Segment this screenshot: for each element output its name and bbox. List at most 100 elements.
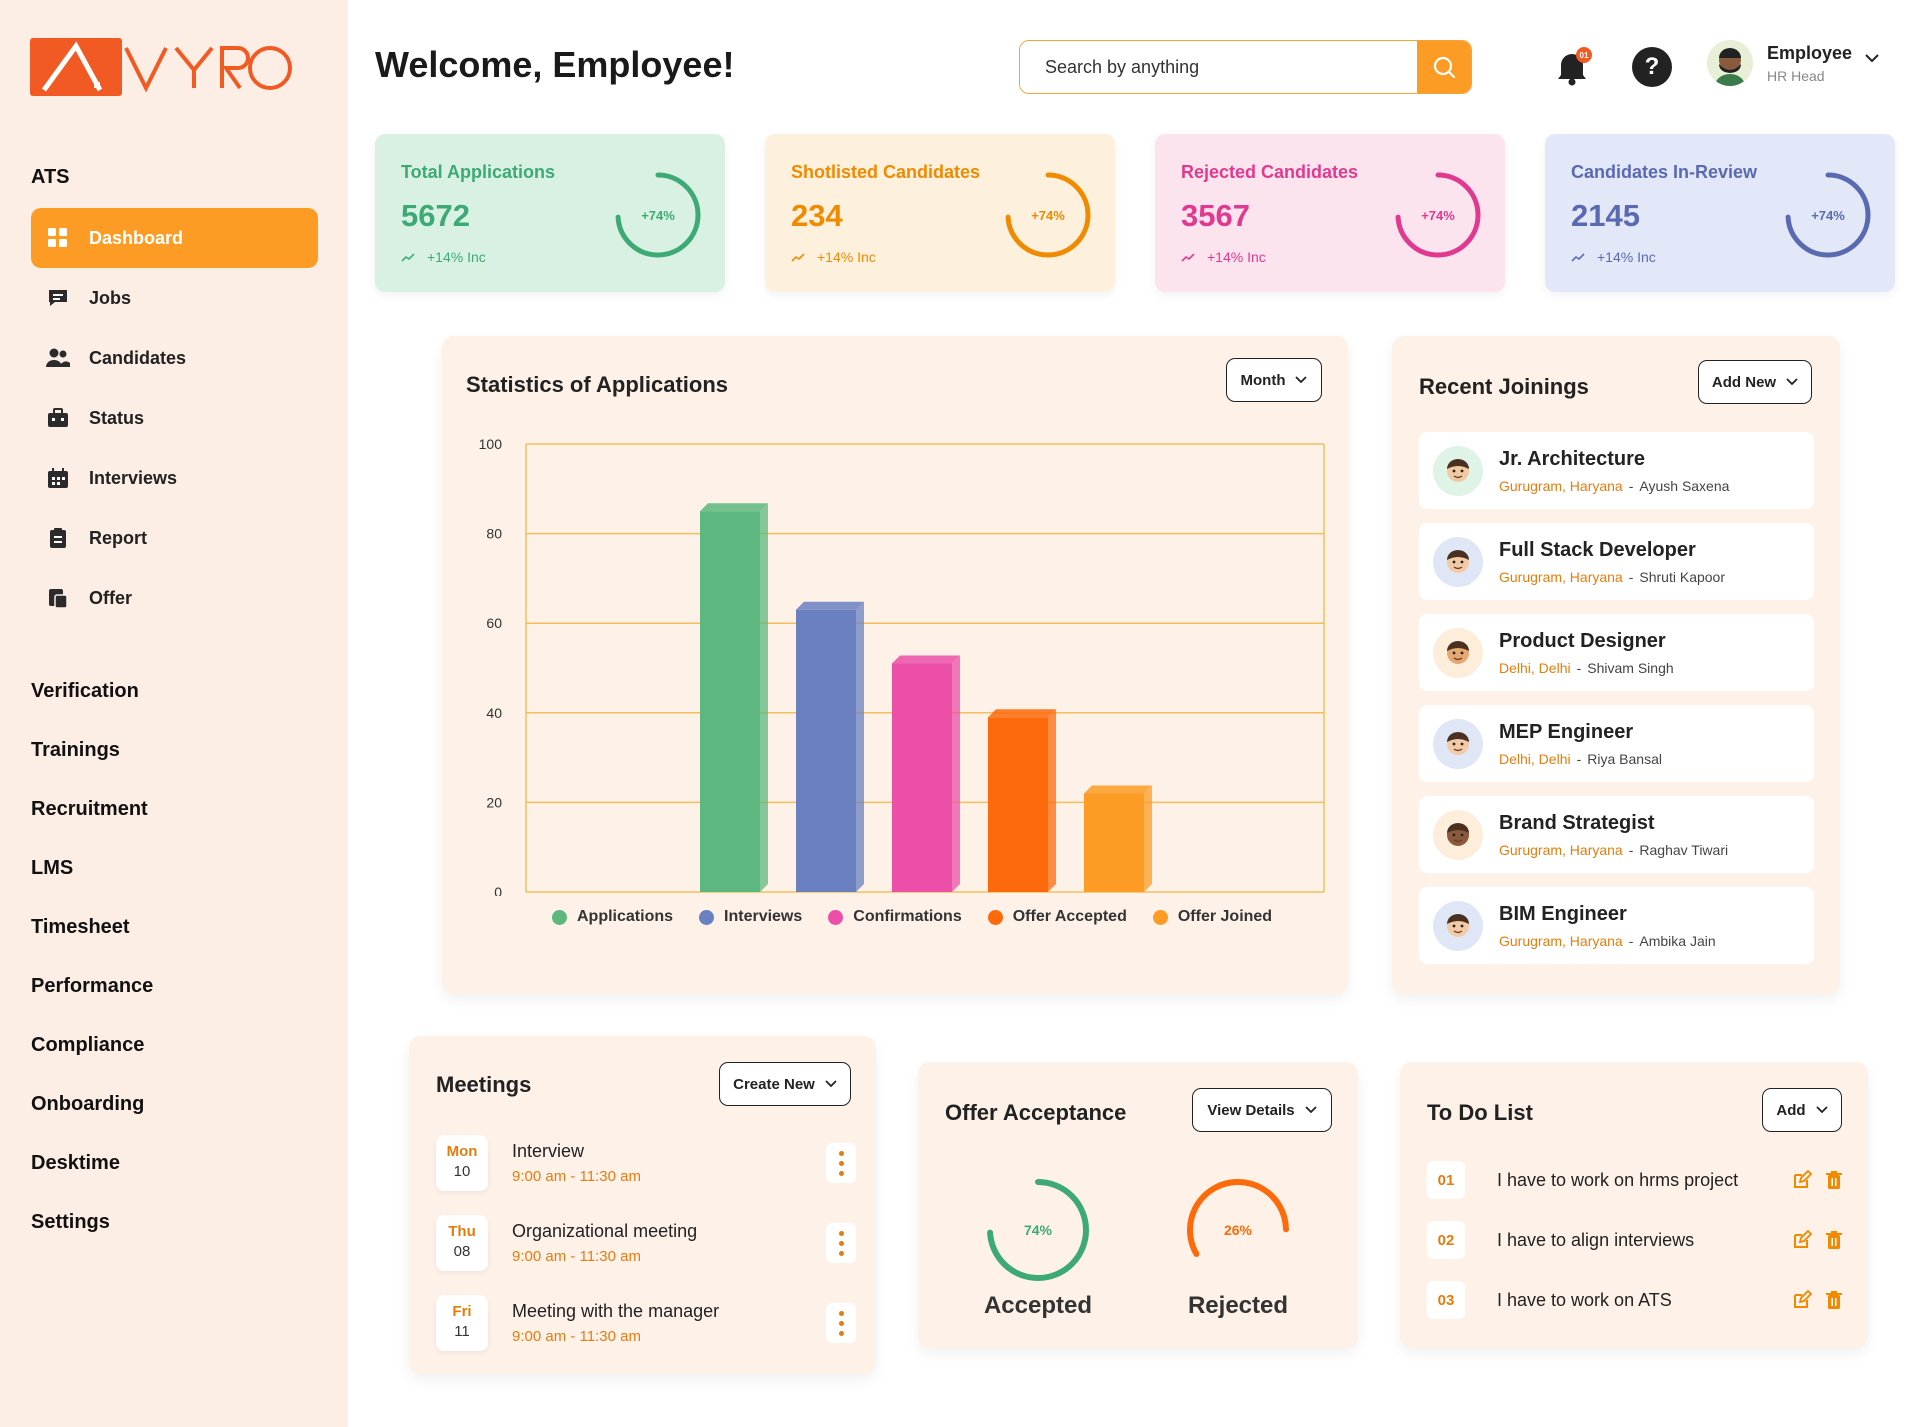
joining-item[interactable]: BIM Engineer Gurugram, Haryana - Ambika Jai… — [1419, 887, 1814, 964]
add-new-button[interactable]: Add New — [1698, 360, 1812, 404]
joining-item[interactable]: Brand Strategist Gurugram, Haryana - Raghav… — [1419, 796, 1814, 873]
accepted-ring — [987, 1179, 1089, 1281]
search-button[interactable] — [1417, 41, 1471, 93]
search-bar — [1019, 40, 1472, 94]
trash-icon[interactable] — [1821, 1227, 1847, 1253]
nav-trainings[interactable]: Trainings — [31, 739, 120, 761]
meeting-item[interactable]: Thu 08 Organizational meeting 9:00 am - 11:… — [436, 1212, 856, 1274]
offer-acceptance-card: Offer Acceptance View Details 74% 26% Acc… — [918, 1062, 1358, 1348]
trash-icon[interactable] — [1821, 1287, 1847, 1313]
nav-settings[interactable]: Settings — [31, 1211, 110, 1233]
month-filter-button[interactable]: Month — [1226, 358, 1322, 402]
sidebar-item-report[interactable]: Report — [31, 508, 318, 568]
legend-label: Offer Accepted — [1012, 908, 1127, 925]
recent-joinings-card: Recent Joinings Add New Jr. Architecture… — [1392, 336, 1840, 994]
nav-desktime[interactable]: Desktime — [31, 1152, 120, 1174]
joining-subtitle: Gurugram, Haryana - Shruti Kapoor — [1499, 569, 1725, 585]
sidebar-item-jobs[interactable]: Jobs — [31, 268, 318, 328]
bar-side — [760, 503, 768, 892]
message-icon — [45, 285, 71, 311]
meeting-day: Thu — [448, 1223, 476, 1240]
sidebar-item-status[interactable]: Status — [31, 388, 318, 448]
briefcase-icon — [45, 405, 71, 431]
bar-front — [700, 511, 760, 892]
todo-item: 01 I have to work on hrms project — [1427, 1159, 1847, 1201]
bar[interactable] — [700, 503, 768, 892]
meeting-info: Interview 9:00 am - 11:30 am — [512, 1141, 641, 1185]
joining-name: Raghav Tiwari — [1639, 841, 1729, 858]
sidebar-item-candidates[interactable]: Candidates — [31, 328, 318, 388]
legend-item: Offer Joined — [1152, 908, 1272, 926]
bar[interactable] — [892, 655, 960, 892]
nav-timesheet[interactable]: Timesheet — [31, 916, 130, 938]
sidebar-item-interviews[interactable]: Interviews — [31, 448, 318, 508]
avatar — [1433, 900, 1483, 951]
nav-lms[interactable]: LMS — [31, 857, 74, 879]
edit-icon[interactable] — [1789, 1287, 1815, 1313]
user-menu[interactable]: Employee HR Head — [1707, 40, 1880, 86]
add-todo-button[interactable]: Add — [1762, 1088, 1842, 1132]
avatar — [1433, 809, 1483, 860]
more-options-icon[interactable] — [826, 1143, 856, 1183]
document-icon — [45, 585, 71, 611]
chevron-down-icon — [825, 1080, 837, 1088]
view-details-button[interactable]: View Details — [1192, 1088, 1332, 1132]
joining-item[interactable]: MEP Engineer Delhi, Delhi - Riya Bansal — [1419, 705, 1814, 782]
stat-card[interactable]: Candidates In-Review 2145 +14% Inc +74% — [1545, 134, 1895, 292]
separator: - — [1576, 750, 1582, 767]
stat-progress-ring: +74% — [1783, 170, 1873, 260]
sidebar: ATS Dashboard Jobs Candidates Status — [0, 0, 348, 1427]
help-button[interactable]: ? — [1632, 47, 1672, 87]
chevron-down-icon — [1305, 1106, 1317, 1114]
stat-card[interactable]: Total Applications 5672 +14% Inc +74% — [375, 134, 725, 292]
joining-name: Shruti Kapoor — [1639, 568, 1725, 585]
todo-number: 01 — [1427, 1161, 1465, 1199]
statistics-card: Statistics of Applications Month 0 20 40 60… — [442, 336, 1348, 994]
nav-compliance[interactable]: Compliance — [31, 1034, 145, 1056]
joining-item[interactable]: Jr. Architecture Gurugram, Haryana - Ayush … — [1419, 432, 1814, 509]
sidebar-item-dashboard[interactable]: Dashboard — [31, 208, 318, 268]
edit-icon[interactable] — [1789, 1167, 1815, 1193]
y-tick-label: 100 — [479, 436, 503, 452]
edit-icon[interactable] — [1789, 1227, 1815, 1253]
joining-item[interactable]: Full Stack Developer Gurugram, Haryana - Sh… — [1419, 523, 1814, 600]
more-options-icon[interactable] — [826, 1303, 856, 1343]
bar-side — [856, 601, 864, 892]
joining-info: Product Designer Delhi, Delhi - Shivam Sing… — [1499, 630, 1674, 676]
legend-dot — [1152, 909, 1168, 925]
bar[interactable] — [988, 709, 1056, 892]
meeting-date: Fri 11 — [436, 1295, 488, 1351]
stat-card[interactable]: Shotlisted Candidates 234 +14% Inc +74% — [765, 134, 1115, 292]
joining-item[interactable]: Product Designer Delhi, Delhi - Shivam Sing… — [1419, 614, 1814, 691]
create-new-button[interactable]: Create New — [719, 1062, 851, 1106]
grid-icon — [45, 225, 71, 251]
stat-increase: +14% Inc — [401, 249, 699, 265]
search-input[interactable] — [1020, 41, 1417, 93]
brand-logo[interactable] — [30, 38, 292, 96]
meeting-info: Meeting with the manager 9:00 am - 11:30 … — [512, 1301, 719, 1345]
bar[interactable] — [796, 601, 864, 892]
stat-card[interactable]: Rejected Candidates 3567 +14% Inc +74% — [1155, 134, 1505, 292]
nav-onboarding[interactable]: Onboarding — [31, 1093, 145, 1115]
sidebar-item-offer[interactable]: Offer — [31, 568, 318, 628]
stat-ring-arc — [1395, 172, 1481, 258]
joining-subtitle: Gurugram, Haryana - Ayush Saxena — [1499, 478, 1729, 494]
nav-recruitment[interactable]: Recruitment — [31, 798, 148, 820]
help-icon: ? — [1644, 53, 1660, 80]
rejected-label: Rejected — [1187, 1292, 1289, 1319]
meeting-item[interactable]: Mon 10 Interview 9:00 am - 11:30 am — [436, 1132, 856, 1194]
nav-verification[interactable]: Verification — [31, 680, 139, 702]
notification-button[interactable]: 01 — [1552, 47, 1592, 87]
meeting-item[interactable]: Fri 11 Meeting with the manager 9:00 am - 1… — [436, 1292, 856, 1354]
more-options-icon[interactable] — [826, 1223, 856, 1263]
legend-dot — [828, 909, 844, 925]
joining-role: MEP Engineer — [1499, 720, 1634, 743]
nav-performance[interactable]: Performance — [31, 975, 154, 997]
bar[interactable] — [1084, 785, 1152, 892]
meeting-date: Thu 08 — [436, 1215, 488, 1271]
trash-icon[interactable] — [1821, 1167, 1847, 1193]
separator: - — [1628, 477, 1634, 494]
joining-name: Riya Bansal — [1587, 750, 1662, 767]
meeting-time: 9:00 am - 11:30 am — [512, 1248, 641, 1265]
chevron-down-icon — [1865, 54, 1879, 63]
